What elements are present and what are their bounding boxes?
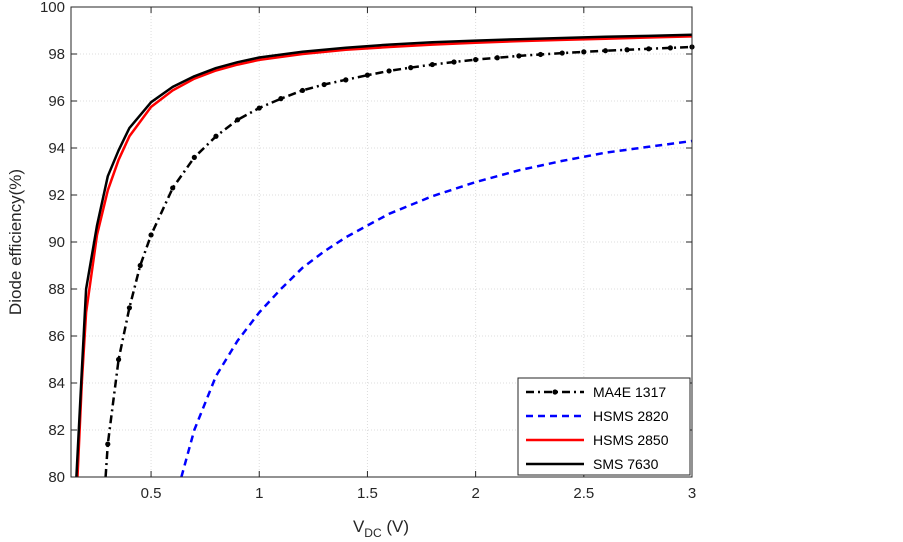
x-tick-label: 2.5 (573, 485, 594, 502)
y-tick-label: 90 (48, 234, 65, 251)
series-point-ma4e-1317 (105, 441, 111, 447)
series-layer (75, 33, 695, 478)
y-axis-label: Diode efficiency(%) (6, 169, 25, 315)
axis-ticks: 0.5 1 1.5 2 2.5 3 80 82 84 86 88 90 92 94 96 98 100 (40, 0, 696, 502)
series-point-ma4e-1317 (537, 51, 544, 58)
series-point-ma4e-1317 (408, 65, 414, 71)
x-tick-label: 3 (688, 485, 696, 502)
series-point-ma4e-1317 (451, 59, 457, 65)
series-point-ma4e-1317 (559, 50, 565, 56)
x-tick-label: 1.5 (357, 485, 378, 502)
legend: MA4E 1317 HSMS 2820 HSMS 2850 SMS 7630 (517, 377, 691, 476)
y-tick-label: 92 (48, 187, 65, 204)
series-point-ma4e-1317 (429, 61, 435, 68)
y-tick-label: 80 (48, 469, 65, 486)
legend-label-ma4e-1317: MA4E 1317 (593, 384, 666, 400)
series-point-ma4e-1317 (137, 262, 143, 269)
x-axis-label-unit: (V) (382, 517, 409, 536)
series-point-ma4e-1317 (473, 57, 479, 63)
x-tick-label: 0.5 (141, 485, 162, 502)
series-point-ma4e-1317 (386, 68, 392, 74)
legend-label-sms-7630: SMS 7630 (593, 456, 659, 472)
y-tick-label: 100 (40, 0, 65, 16)
series-point-ma4e-1317 (213, 133, 219, 139)
x-tick-label: 2 (471, 485, 479, 502)
series-point-ma4e-1317 (646, 46, 652, 52)
series-line-sms-7630 (75, 33, 693, 478)
series-point-ma4e-1317 (494, 55, 500, 61)
series-point-ma4e-1317 (581, 49, 587, 55)
legend-box (517, 377, 691, 476)
series-point-ma4e-1317 (624, 47, 630, 53)
y-tick-label: 88 (48, 281, 65, 298)
x-tick-label: 1 (255, 485, 263, 502)
y-tick-label: 82 (48, 422, 65, 439)
series-point-ma4e-1317 (602, 48, 609, 54)
series-point-ma4e-1317 (343, 77, 349, 83)
series-point-ma4e-1317 (191, 154, 197, 160)
series-point-ma4e-1317 (148, 232, 154, 238)
series-point-ma4e-1317 (667, 45, 673, 51)
y-tick-label: 96 (48, 93, 65, 110)
series-point-ma4e-1317 (364, 72, 371, 78)
series-point-ma4e-1317 (299, 87, 306, 94)
series-point-ma4e-1317 (170, 185, 176, 191)
y-tick-label: 98 (48, 46, 65, 63)
series-line-hsms-2850 (76, 35, 693, 478)
x-axis-label-subscript: DC (364, 526, 382, 540)
series-point-ma4e-1317 (116, 356, 122, 363)
y-tick-label: 84 (48, 375, 65, 392)
series-point-ma4e-1317 (235, 117, 241, 123)
legend-label-hsms-2820: HSMS 2820 (593, 408, 669, 424)
series-point-ma4e-1317 (321, 81, 327, 88)
series-point-ma4e-1317 (516, 53, 522, 59)
series-point-ma4e-1317 (126, 305, 133, 311)
y-tick-label: 86 (48, 328, 65, 345)
x-axis-label: VDC (V) (353, 517, 409, 540)
series-point-ma4e-1317 (278, 96, 284, 102)
x-axis-label-main: V (353, 517, 365, 536)
legend-marker-ma4e-1317 (552, 389, 558, 395)
legend-label-hsms-2850: HSMS 2850 (593, 432, 669, 448)
series-point-ma4e-1317 (256, 105, 262, 111)
y-tick-label: 94 (48, 140, 65, 157)
